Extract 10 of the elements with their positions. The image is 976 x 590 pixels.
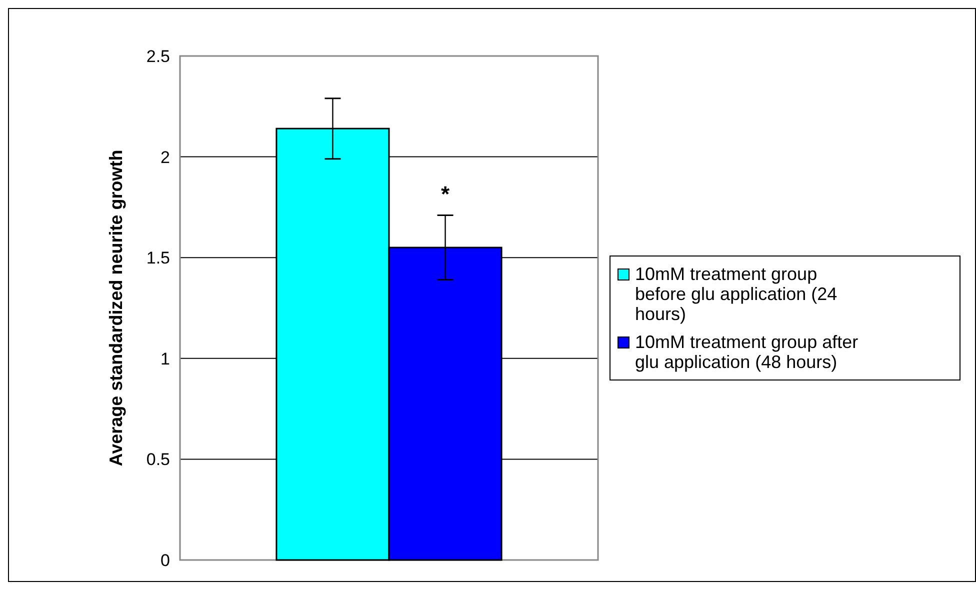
y-tick-label: 0 bbox=[160, 550, 170, 570]
y-tick-label: 2.5 bbox=[146, 46, 170, 66]
y-axis-title: Average standardized neurite growth bbox=[106, 150, 126, 466]
y-tick-label: 1.5 bbox=[146, 248, 170, 268]
y-tick-label: 1 bbox=[160, 349, 170, 368]
y-tick-label: 2 bbox=[160, 148, 170, 167]
annotation: * bbox=[440, 181, 450, 206]
legend-label: 10mM treatment group before glu application (24 hours) bbox=[635, 264, 838, 324]
legend-label: 10mM treatment group after glu application (48 hours) bbox=[635, 332, 858, 372]
y-tick-label: 0.5 bbox=[146, 450, 170, 470]
